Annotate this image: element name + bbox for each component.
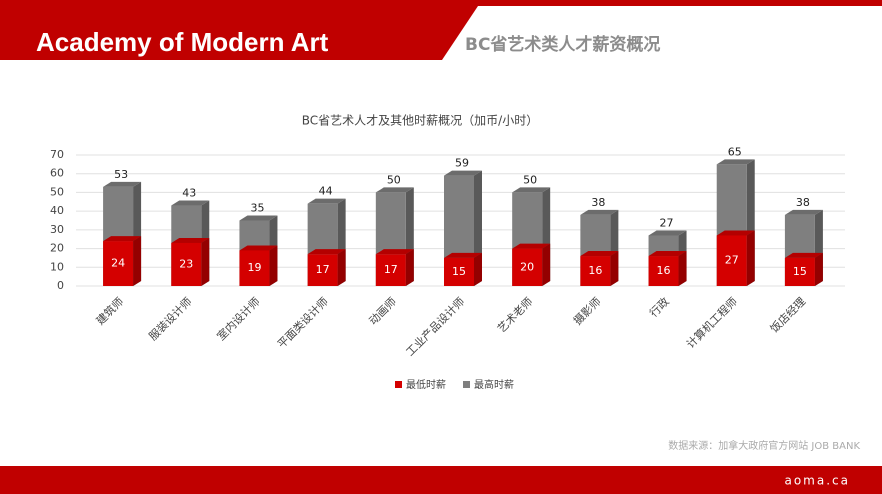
y-tick-label: 60 bbox=[50, 167, 64, 180]
bar-top bbox=[716, 159, 755, 165]
bar bbox=[580, 256, 611, 286]
value-label: 27 bbox=[725, 254, 739, 267]
bar bbox=[444, 257, 474, 286]
value-label: 15 bbox=[793, 265, 807, 278]
header-title: Academy of Modern Art bbox=[36, 27, 329, 57]
legend-swatch bbox=[395, 381, 402, 388]
value-label: 35 bbox=[250, 202, 264, 215]
y-tick-label: 0 bbox=[57, 279, 64, 292]
bar-top bbox=[716, 230, 755, 236]
bar-top bbox=[171, 237, 210, 243]
bar-side bbox=[405, 249, 414, 286]
legend-label: 最低时薪 bbox=[406, 378, 446, 391]
value-label: 16 bbox=[588, 264, 602, 277]
value-label: 50 bbox=[523, 173, 537, 186]
bar-top bbox=[103, 236, 142, 242]
bar bbox=[375, 254, 406, 286]
value-label: 17 bbox=[384, 263, 398, 276]
value-label: 65 bbox=[728, 145, 742, 158]
value-label: 19 bbox=[247, 261, 261, 274]
bar-side bbox=[610, 251, 619, 286]
legend-label: 最高时薪 bbox=[474, 378, 514, 391]
value-label: 15 bbox=[452, 265, 466, 278]
value-label: 23 bbox=[179, 257, 193, 270]
bar-side bbox=[337, 249, 346, 286]
bar-top bbox=[239, 245, 278, 251]
y-tick-label: 40 bbox=[50, 204, 64, 217]
bar-top bbox=[512, 243, 551, 249]
value-label: 53 bbox=[114, 168, 128, 181]
bar bbox=[512, 248, 543, 286]
bar bbox=[307, 254, 338, 286]
y-tick-label: 30 bbox=[50, 223, 64, 236]
bar-top bbox=[648, 230, 687, 236]
bar-top bbox=[580, 251, 619, 257]
bar-top bbox=[307, 249, 346, 255]
bar-top bbox=[784, 209, 823, 215]
bar bbox=[648, 256, 679, 286]
y-tick-label: 70 bbox=[50, 148, 64, 161]
bar-top bbox=[580, 209, 619, 215]
header-subtitle: BC省艺术类人才薪资概况 bbox=[465, 34, 660, 55]
bar bbox=[784, 257, 815, 286]
bar-top bbox=[512, 187, 551, 193]
y-tick-label: 10 bbox=[50, 260, 64, 273]
bar-top bbox=[307, 198, 346, 204]
bar-top bbox=[171, 200, 210, 206]
value-label: 17 bbox=[316, 263, 330, 276]
bar-side bbox=[542, 243, 551, 286]
bar-top bbox=[444, 252, 482, 258]
bar bbox=[171, 242, 202, 286]
value-label: 16 bbox=[657, 264, 671, 277]
footer-url: aoma.ca bbox=[784, 474, 850, 488]
value-label: 38 bbox=[591, 196, 605, 209]
value-label: 38 bbox=[796, 196, 810, 209]
bar-top bbox=[648, 251, 687, 257]
legend-swatch bbox=[463, 381, 470, 388]
value-label: 20 bbox=[520, 260, 534, 273]
bar-side bbox=[678, 251, 687, 286]
bar-side bbox=[133, 236, 142, 286]
bar-side bbox=[201, 237, 210, 286]
value-label: 59 bbox=[455, 157, 469, 170]
value-label: 50 bbox=[387, 173, 401, 186]
bar-side bbox=[474, 252, 482, 286]
bar-top bbox=[784, 252, 823, 258]
bar-top bbox=[103, 181, 142, 187]
value-label: 27 bbox=[660, 216, 674, 229]
bar-top bbox=[239, 215, 278, 221]
bar bbox=[239, 250, 270, 286]
bar-top bbox=[375, 187, 414, 193]
bar-top bbox=[444, 170, 482, 176]
footer-band bbox=[0, 466, 882, 494]
bar-side bbox=[269, 245, 278, 286]
source: 数据来源：加拿大政府官方网站 JOB BANK bbox=[668, 439, 860, 452]
y-tick-label: 20 bbox=[50, 242, 64, 255]
bar-side bbox=[746, 230, 755, 286]
chart-title: BC省艺术人才及其他时薪概况（加币/小时） bbox=[302, 114, 538, 128]
value-label: 43 bbox=[182, 187, 196, 200]
bar bbox=[103, 241, 134, 286]
y-tick-label: 50 bbox=[50, 185, 64, 198]
value-label: 44 bbox=[319, 185, 333, 198]
bar-side bbox=[814, 252, 823, 286]
bar bbox=[716, 235, 747, 286]
value-label: 24 bbox=[111, 257, 125, 270]
header-band bbox=[0, 0, 482, 60]
bar-top bbox=[375, 249, 414, 255]
